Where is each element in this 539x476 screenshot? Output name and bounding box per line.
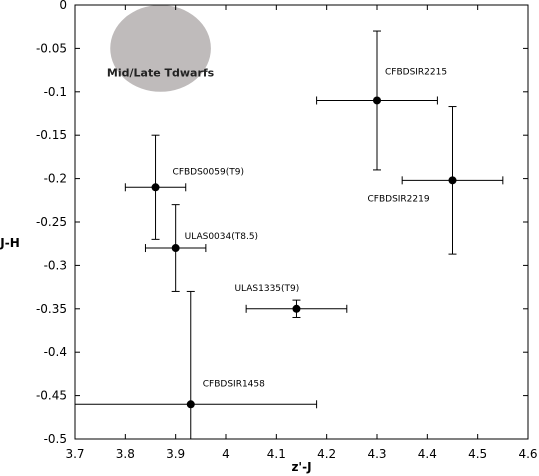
x-axis-label: z'-J: [291, 460, 311, 474]
data-point-group: CFBDSIR1458: [74, 290, 318, 439]
data-point-group: CFBDS0059(T9): [124, 134, 244, 240]
y-tick-label: -0.45: [36, 389, 67, 403]
data-point-group: CFBDSIR2215: [316, 30, 447, 171]
region-layer: Mid/Late Tdwarfs: [107, 5, 215, 92]
data-point: [186, 400, 195, 409]
x-tick-label: 3.9: [166, 447, 185, 461]
tdwarf-region: [110, 5, 211, 92]
point-label: CFBDSIR2219: [368, 194, 430, 204]
data-point: [448, 176, 457, 185]
y-tick-label: -0.5: [44, 432, 67, 446]
x-tick-label: 4.4: [418, 447, 437, 461]
y-tick-label: -0.1: [44, 85, 67, 99]
x-tick-label: 4.5: [468, 447, 487, 461]
y-tick-label: -0.15: [36, 128, 67, 142]
y-tick-label: -0.3: [44, 258, 67, 272]
y-tick-label: -0.35: [36, 302, 67, 316]
x-tick-label: 3.8: [116, 447, 135, 461]
x-tick-label: 4: [222, 447, 230, 461]
data-point: [292, 304, 301, 313]
ticks-layer: 3.7 3.8 3.9 4 4.1 4.2 4.3 4.4 4.5 4.6 0 -0.05 -0.1 -0…: [36, 0, 538, 461]
point-label: CFBDS0059(T9): [173, 167, 244, 177]
x-tick-label: 3.7: [65, 447, 84, 461]
data-point-group: CFBDSIR2219: [368, 106, 504, 255]
region-label: Mid/Late Tdwarfs: [107, 66, 215, 79]
x-tick-label: 4.1: [267, 447, 286, 461]
point-label: CFBDSIR1458: [203, 379, 265, 389]
y-tick-label: 0: [59, 0, 67, 12]
x-tick-label: 4.6: [518, 447, 537, 461]
y-tick-label: -0.4: [44, 345, 67, 359]
data-point-group: ULAS1335(T9): [234, 284, 348, 318]
y-tick-label: -0.2: [44, 172, 67, 186]
x-tick-label: 4.3: [367, 447, 386, 461]
y-tick-label: -0.05: [36, 41, 67, 55]
y-tick-label: -0.25: [36, 215, 67, 229]
point-label: CFBDSIR2215: [385, 67, 447, 77]
points-layer: CFBDSIR2215 CFBDSIR2219 CFBDS0059(T9) ULAS0…: [74, 30, 504, 439]
point-label: ULAS0034(T8.5): [185, 232, 258, 242]
data-point: [373, 96, 381, 105]
point-label: ULAS1335(T9): [234, 284, 299, 294]
data-point: [151, 183, 160, 192]
data-point: [171, 244, 180, 253]
x-tick-label: 4.2: [317, 447, 336, 461]
y-axis-label: J-H: [0, 236, 20, 250]
data-point-group: ULAS0034(T8.5): [144, 204, 258, 292]
